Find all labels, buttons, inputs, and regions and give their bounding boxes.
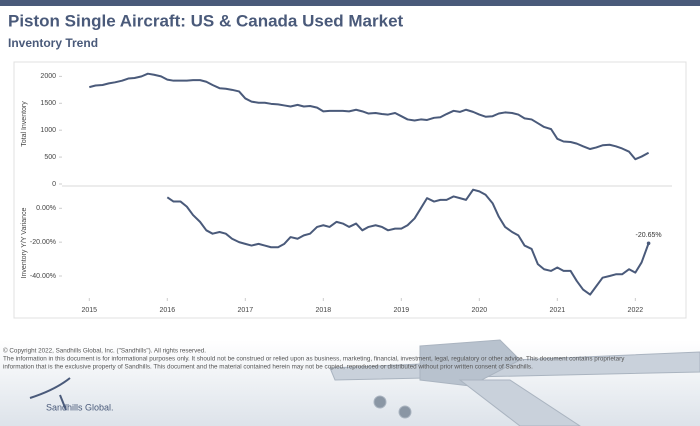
y-tick-label: 0.00% — [36, 205, 56, 212]
x-tick-label: 2019 — [394, 307, 410, 314]
footer-background — [0, 340, 700, 426]
copyright: © Copyright 2022, Sandhills Global, Inc.… — [3, 347, 206, 355]
y-tick-label: 1000 — [40, 127, 56, 134]
line — [166, 188, 650, 296]
y-tick-label: 2000 — [40, 73, 56, 80]
notice: information that is the exclusive proper… — [3, 364, 533, 371]
data-point — [646, 241, 651, 246]
x-tick-label: 2015 — [82, 307, 98, 314]
notice: The information in this document is for … — [3, 356, 625, 363]
y-axis-label: Inventory Y/Y Variance — [21, 207, 28, 278]
title: Piston Single Aircraft: US & Canada Used… — [8, 11, 404, 30]
y-tick-label: 0 — [52, 181, 56, 188]
header-bar — [0, 0, 700, 6]
x-tick-label: 2016 — [160, 307, 176, 314]
line — [89, 72, 650, 161]
airplane — [329, 339, 700, 426]
y-axis-label: Total Inventory — [21, 101, 28, 147]
x-tick-label: 2017 — [238, 307, 254, 314]
x-tick-label: 2020 — [472, 307, 488, 314]
y-tick-label: -20.00% — [30, 239, 56, 246]
y-tick-label: -40.00% — [30, 273, 56, 280]
y-tick-label: 500 — [44, 154, 56, 161]
chart-frame — [13, 61, 687, 319]
x-tick-label: 2022 — [628, 307, 644, 314]
subtitle: Inventory Trend — [8, 36, 98, 50]
data-label: -20.65% — [636, 232, 662, 239]
logo: Sandhills Global. — [46, 402, 114, 412]
x-tick-label: 2018 — [316, 307, 332, 314]
x-tick-label: 2021 — [550, 307, 566, 314]
y-tick-label: 1500 — [40, 100, 56, 107]
logo-bird — [29, 377, 71, 411]
